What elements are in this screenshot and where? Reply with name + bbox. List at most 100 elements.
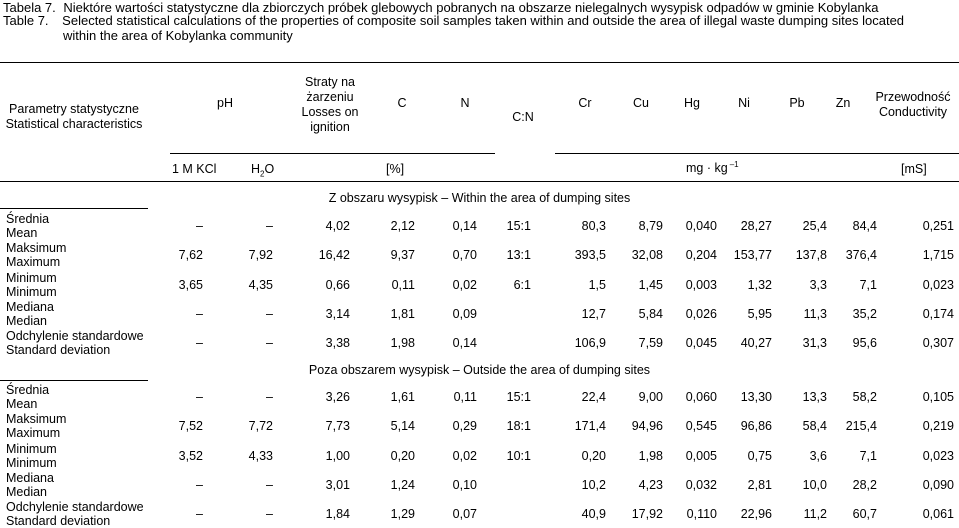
- table-cell: 15:1: [506, 390, 531, 404]
- units-rule-right: [555, 153, 959, 154]
- table-cell: 1,98: [638, 448, 663, 463]
- table-cell: 80,3: [581, 219, 606, 233]
- header-n: N: [460, 96, 470, 110]
- table-cell: 6:1: [513, 277, 531, 292]
- row-label-pl: Minimum: [6, 441, 57, 456]
- table-cell: –: [266, 219, 273, 233]
- table-cell: 3,14: [325, 306, 350, 321]
- row-label: Minimum Minimum: [6, 442, 57, 470]
- table-cell: –: [266, 477, 273, 492]
- table-cell: 0,10: [452, 477, 477, 492]
- table-cell: 10,2: [581, 477, 606, 492]
- table-cell: 4,23: [638, 477, 663, 492]
- table-cell: –: [196, 336, 203, 351]
- table-cell: 58,4: [802, 419, 827, 434]
- table-cell: 7,52: [178, 419, 203, 434]
- table-cell: –: [196, 507, 203, 522]
- row-label: Maksimum Maximum: [6, 412, 66, 440]
- header-cr: Cr: [578, 96, 592, 110]
- table-cell: 3,26: [325, 390, 350, 404]
- row-label-en: Maximum: [6, 255, 61, 270]
- row-label-en: Maximum: [6, 426, 61, 441]
- table-cell: 3,65: [178, 277, 203, 292]
- table-cell: 1,61: [390, 390, 415, 404]
- table-cell: 0,70: [452, 248, 477, 263]
- header-param-pl: Parametry statystyczne: [9, 102, 139, 116]
- table-cell: 0,14: [452, 219, 477, 233]
- table-cell: 0,105: [922, 390, 954, 404]
- table-cell: 0,110: [686, 507, 717, 522]
- table-cell: 0,219: [922, 419, 954, 434]
- table-cell: 0,09: [452, 306, 477, 321]
- table-cell: 7,59: [638, 336, 663, 351]
- table-cell: 8,79: [638, 219, 663, 233]
- row-label-en: Standard deviation: [6, 514, 111, 528]
- table-cell: 0,005: [685, 448, 717, 463]
- table-cell: 171,4: [574, 419, 606, 434]
- unit-h2o-2: 2: [260, 169, 265, 179]
- section-title-outside: Poza obszarem wysypisk – Outside the are…: [308, 363, 651, 377]
- row-label: Średnia Mean: [6, 383, 49, 411]
- table-cell: 17,92: [631, 507, 663, 522]
- table-cell: 2,81: [747, 477, 772, 492]
- table-cell: 1,00: [325, 448, 350, 463]
- table-cell: 1,715: [922, 248, 954, 263]
- table-cell: 0,204: [685, 248, 717, 263]
- table-cell: –: [196, 306, 203, 321]
- row-label: Mediana Median: [6, 471, 54, 499]
- table-cell: 0,20: [390, 448, 415, 463]
- caption-text-en-1: Selected statistical calculations of the…: [62, 13, 905, 28]
- table-cell: 3,6: [809, 448, 827, 463]
- table-cell: 40,9: [581, 507, 606, 522]
- header-loss-1: Straty na: [304, 75, 356, 89]
- table-cell: 7,92: [248, 248, 273, 263]
- table-cell: 0,061: [922, 507, 954, 522]
- table-cell: 31,3: [802, 336, 827, 351]
- header-pb: Pb: [789, 96, 805, 110]
- header-param-en: Statistical characteristics: [5, 117, 143, 131]
- table-cell: 0,251: [922, 219, 954, 233]
- table-cell: 40,27: [740, 336, 772, 351]
- table-cell: –: [266, 507, 273, 522]
- row-label-en: Mean: [6, 226, 38, 240]
- table-cell: 95,6: [852, 336, 877, 351]
- row-label-en: Minimum: [6, 455, 57, 470]
- table-cell: 1,24: [390, 477, 415, 492]
- table-top-rule: [0, 62, 959, 63]
- row-label-en: Median: [6, 313, 47, 328]
- row-label-en: Mean: [6, 397, 38, 411]
- table-cell: 215,4: [845, 419, 877, 434]
- table-cell: 7,72: [248, 419, 273, 434]
- row-label-pl: Mediana: [6, 299, 54, 314]
- table-cell: 5,95: [747, 306, 772, 321]
- table-cell: 9,37: [390, 248, 415, 263]
- table-cell: 13:1: [506, 248, 531, 263]
- table-cell: 35,2: [852, 306, 877, 321]
- table-caption-en: Table 7. Selected statistical calculatio…: [3, 13, 904, 29]
- table-cell: 0,02: [452, 448, 477, 463]
- table-cell: 0,02: [452, 277, 477, 292]
- table-cell: 0,11: [391, 277, 415, 292]
- table-cell: 1,45: [638, 277, 663, 292]
- table-cell: 7,62: [178, 248, 203, 263]
- table-cell: 32,08: [631, 248, 663, 263]
- unit-ms: [mS]: [901, 162, 927, 176]
- caption-label-en: Table 7.: [3, 13, 49, 28]
- table-cell: 0,07: [452, 507, 477, 522]
- table-cell: 7,73: [325, 419, 350, 434]
- table-cell: 18:1: [506, 419, 531, 434]
- header-conductivity: Przewodność Conductivity: [868, 90, 958, 120]
- table-cell: 96,86: [740, 419, 772, 434]
- table-cell: 0,032: [685, 477, 717, 492]
- caption-text-en-2: within the area of Kobylanka community: [63, 28, 293, 43]
- table-cell: 0,66: [325, 277, 350, 292]
- section-rule-outside: [0, 380, 148, 381]
- table-cell: 28,27: [740, 219, 772, 233]
- table-cell: 1,5: [588, 277, 606, 292]
- row-label-pl: Mediana: [6, 470, 54, 485]
- table-cell: 11,3: [803, 306, 827, 321]
- row-label-pl: Średnia: [6, 212, 50, 226]
- header-bottom-rule: [0, 181, 959, 182]
- units-rule-left: [170, 153, 495, 154]
- table-cell: –: [266, 306, 273, 321]
